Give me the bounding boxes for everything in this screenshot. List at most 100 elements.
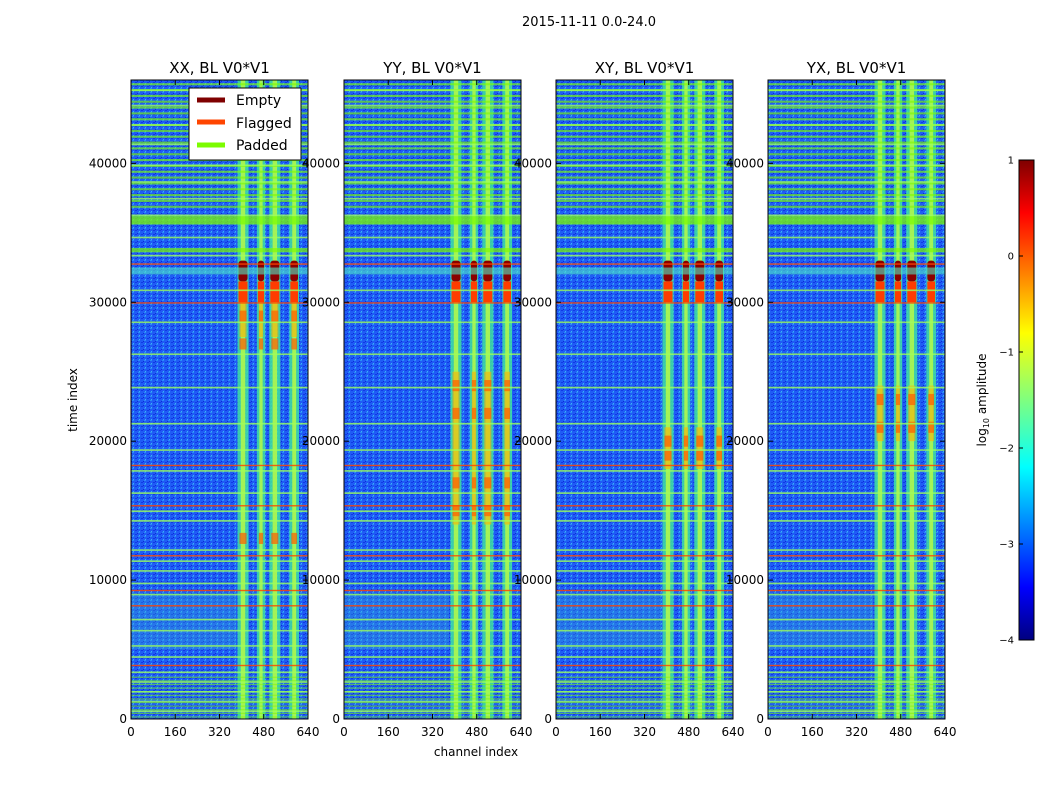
heatmap-body <box>556 80 733 719</box>
haze-band <box>556 593 662 650</box>
panels: XX, BL V0*V1 0 160 320 480 640 0 10000 20000 3000… <box>89 59 957 739</box>
flagged-row <box>768 555 945 557</box>
padded-row <box>344 700 521 703</box>
padded-row <box>344 94 521 97</box>
padded-row <box>768 593 945 596</box>
y-axis-label: time index <box>66 368 80 432</box>
rfi-hot-band <box>696 427 704 469</box>
padded-row <box>556 386 733 389</box>
flagged-row <box>344 555 521 557</box>
burst-tail <box>907 281 917 303</box>
padded-row <box>768 645 945 647</box>
padded-row <box>768 422 945 425</box>
y-tick-label: 40000 <box>302 156 340 170</box>
burst-row-band <box>344 267 521 275</box>
burst-tail <box>695 281 705 303</box>
rfi-hot-row <box>908 393 916 406</box>
padded-row <box>556 690 733 693</box>
burst-tail <box>927 281 936 303</box>
padded-row <box>344 153 521 156</box>
padded-row <box>131 510 308 513</box>
padded-row <box>556 549 733 551</box>
padded-row <box>344 656 521 658</box>
padded-row <box>768 386 945 389</box>
y-tick-label: 40000 <box>89 156 127 170</box>
padded-row <box>344 199 521 202</box>
rfi-hot-band <box>876 385 884 442</box>
padded-row <box>131 694 308 696</box>
padded-row <box>344 104 521 107</box>
y-tick-label: 20000 <box>514 434 552 448</box>
padded-row <box>768 205 945 208</box>
padded-row <box>556 147 733 150</box>
padded-row <box>131 560 308 563</box>
rfi-hot-row <box>471 380 477 392</box>
heatmap-body <box>344 80 521 719</box>
padded-row <box>344 681 521 683</box>
rfi-column-core <box>684 80 688 719</box>
padded-row <box>556 89 733 92</box>
padded-row <box>131 687 308 689</box>
padded-row <box>768 199 945 202</box>
padded-row <box>344 680 521 682</box>
legend-label-flagged: Flagged <box>236 116 292 132</box>
padded-band <box>344 216 521 225</box>
padded-row <box>768 181 945 183</box>
flagged-row <box>344 589 521 592</box>
padded-row <box>556 141 733 144</box>
rfi-hot-band <box>471 371 477 525</box>
colorbar-label-suffix: amplitude <box>975 354 989 418</box>
burst-row-band <box>768 267 945 275</box>
padded-row <box>344 705 521 707</box>
padded-row <box>131 205 308 208</box>
padded-row <box>344 321 521 324</box>
padded-row <box>131 164 308 167</box>
rfi-hot-band <box>908 385 916 442</box>
y-tick-label: 0 <box>544 712 552 726</box>
padded-row <box>768 681 945 683</box>
rfi-hot-row <box>291 532 298 544</box>
padded-row <box>556 510 733 513</box>
padded-row <box>768 701 945 704</box>
rfi-hot-row <box>258 310 264 322</box>
colorbar-label-subscript: 10 <box>982 418 991 428</box>
x-tick-label: 160 <box>377 725 400 739</box>
padded-row <box>556 106 733 109</box>
padded-row <box>556 159 733 162</box>
panel-title: YY, BL V0*V1 <box>382 59 481 77</box>
flagged-row <box>131 263 308 265</box>
padded-row <box>344 129 521 132</box>
flagged-row <box>344 505 521 507</box>
flagged-row <box>556 605 733 607</box>
colorbar-ticks: 1 0 −1 −2 −3 −4 <box>999 156 1023 647</box>
x-tick-label: 0 <box>340 725 348 739</box>
padded-band <box>556 248 733 253</box>
padded-row <box>131 683 308 686</box>
rfi-hot-row <box>471 407 477 419</box>
y-tick-label: 40000 <box>514 156 552 170</box>
padded-row <box>344 386 521 389</box>
rfi-hot-row <box>258 338 264 350</box>
rfi-column-core <box>717 80 722 719</box>
rfi-hot-row <box>271 310 279 322</box>
rfi-hot-row <box>716 449 723 461</box>
y-tick-label: 20000 <box>726 434 764 448</box>
padded-row <box>344 709 521 711</box>
padded-row <box>344 135 521 138</box>
padded-row <box>131 492 308 494</box>
padded-row <box>344 188 521 191</box>
padded-row <box>344 683 521 686</box>
padded-row <box>131 700 308 703</box>
padded-row <box>556 676 733 678</box>
colorbar-tick-label: −3 <box>999 540 1014 551</box>
y-tick-label: 30000 <box>302 295 340 309</box>
rfi-hot-row <box>239 532 247 544</box>
rfi-column-core <box>292 80 297 719</box>
padded-row <box>131 422 308 425</box>
padded-row <box>131 214 308 217</box>
padded-row <box>131 681 308 683</box>
rfi-hot-row <box>291 338 298 350</box>
flagged-row <box>556 505 733 507</box>
burst-tail <box>238 281 248 303</box>
padded-row <box>344 687 521 689</box>
